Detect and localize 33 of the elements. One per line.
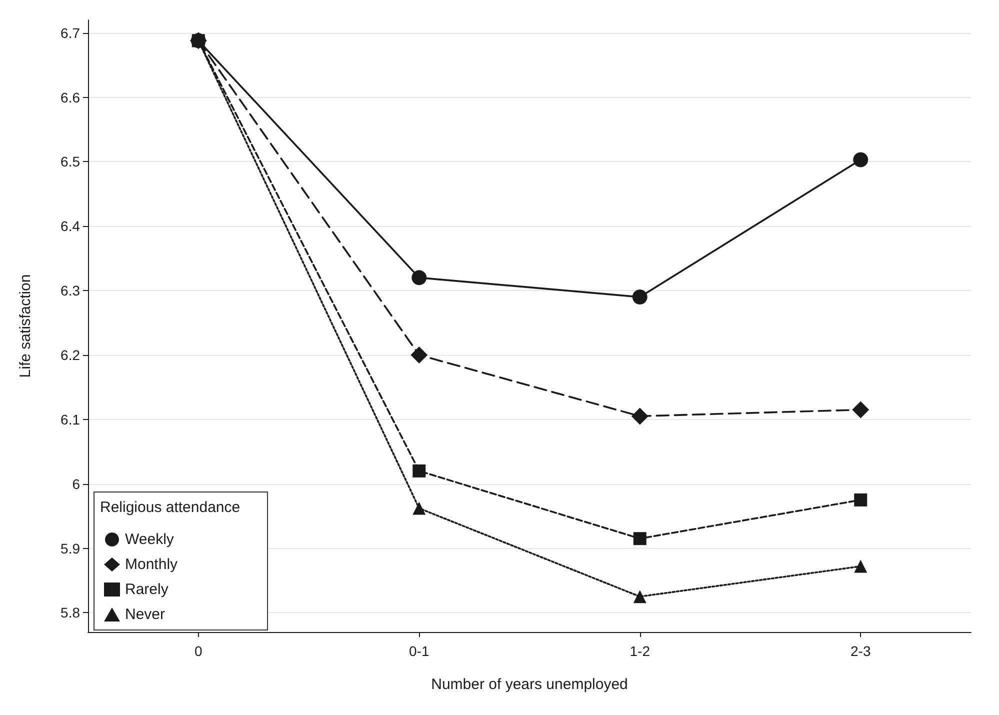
point [633, 590, 646, 604]
y-tick-label: 5.8 [60, 604, 80, 621]
y-tick-label: 6 [72, 476, 80, 492]
y-tick-label: 6.3 [60, 282, 80, 299]
x-tick-label: 2-3 [850, 643, 871, 659]
x-axis-title: Number of years unemployed [431, 676, 628, 693]
y-tick-label: 6.7 [60, 24, 80, 41]
legend-label: Weekly [125, 531, 174, 548]
point [412, 464, 426, 478]
y-tick-label: 6.2 [60, 346, 80, 363]
legend-title: Religious attendance [100, 499, 240, 516]
x-tick-label: 1-2 [630, 643, 650, 659]
y-tick-label: 6.1 [60, 411, 80, 428]
point [631, 408, 648, 425]
y-tick-label: 6.4 [60, 218, 80, 234]
y-tick-label: 6.6 [60, 89, 80, 106]
legend-label: Rarely [125, 581, 169, 598]
y-tick-label: 5.9 [60, 540, 80, 556]
point [632, 290, 648, 305]
legend-label: Monthly [125, 556, 178, 573]
point [852, 401, 870, 418]
point [854, 493, 868, 506]
point [853, 152, 868, 168]
x-tick-label: 0-1 [409, 643, 430, 659]
point [410, 346, 428, 364]
point [854, 560, 868, 573]
point [412, 270, 427, 286]
legend-label: Never [125, 606, 166, 623]
y-axis-title: Life satisfaction [17, 274, 34, 378]
x-tick-label: 0 [194, 643, 202, 659]
point [412, 502, 426, 515]
y-tick-label: 6.5 [60, 154, 80, 170]
point [633, 532, 646, 546]
